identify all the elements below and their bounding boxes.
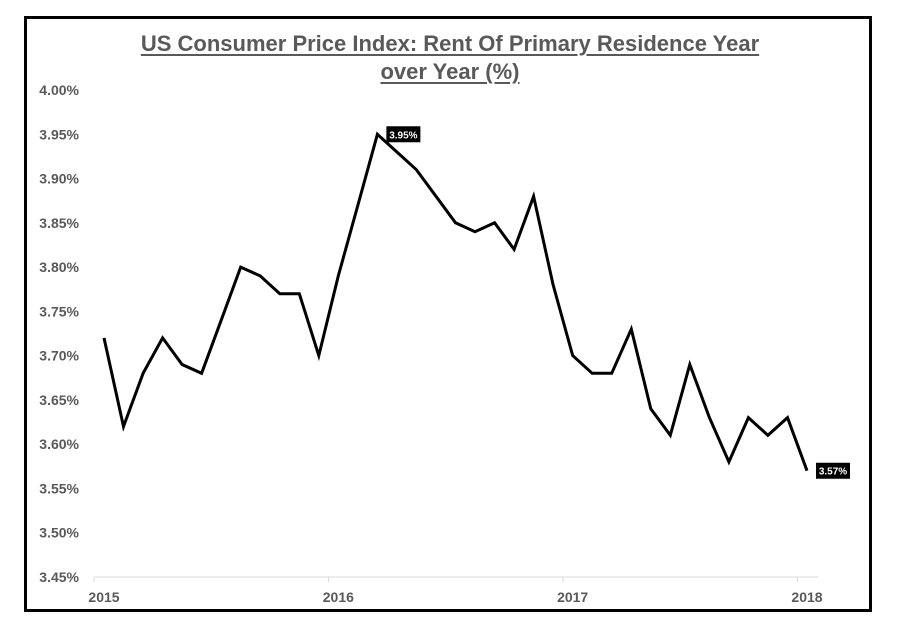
y-tick-label: 4.00% <box>39 82 79 98</box>
data-label-text: 3.95% <box>389 130 417 141</box>
chart-title: US Consumer Price Index: Rent Of Primary… <box>0 30 900 86</box>
data-label-box <box>816 462 850 479</box>
data-label-box <box>386 126 421 143</box>
data-label-text: 3.57% <box>819 467 847 478</box>
y-tick-label: 3.95% <box>39 126 79 142</box>
y-tick-label: 3.85% <box>39 215 79 231</box>
x-tick-label: 2015 <box>88 589 119 605</box>
y-tick-label: 3.70% <box>39 348 79 364</box>
y-tick-label: 3.90% <box>39 171 79 187</box>
y-tick-label: 3.65% <box>39 392 79 408</box>
x-axis-tick-labels: 2015 2016 2017 2018 <box>88 589 822 605</box>
y-tick-label: 3.55% <box>39 480 79 496</box>
data-labels: 3.95% 3.57% <box>386 126 850 479</box>
y-tick-label: 3.75% <box>39 303 79 319</box>
x-axis-ticks <box>93 577 798 582</box>
data-label: 3.57% <box>816 462 850 479</box>
y-tick-label: 3.60% <box>39 436 79 452</box>
data-label: 3.95% <box>386 126 421 143</box>
y-axis-tick-labels: 4.00% 3.95% 3.90% 3.85% 3.80% 3.75% 3.70% 3.65%… <box>39 82 79 585</box>
chart-title-line-1: US Consumer Price Index: Rent Of Primary… <box>140 31 760 56</box>
y-tick-label: 3.50% <box>39 525 79 541</box>
series-line <box>102 131 809 472</box>
x-tick-label: 2018 <box>791 589 822 605</box>
x-tick-label: 2017 <box>557 589 588 605</box>
chart-frame <box>24 16 872 612</box>
y-tick-label: 3.45% <box>39 569 79 585</box>
chart-title-line-2: over Year (%) <box>380 59 520 84</box>
x-tick-label: 2016 <box>323 589 354 605</box>
y-tick-label: 3.80% <box>39 259 79 275</box>
